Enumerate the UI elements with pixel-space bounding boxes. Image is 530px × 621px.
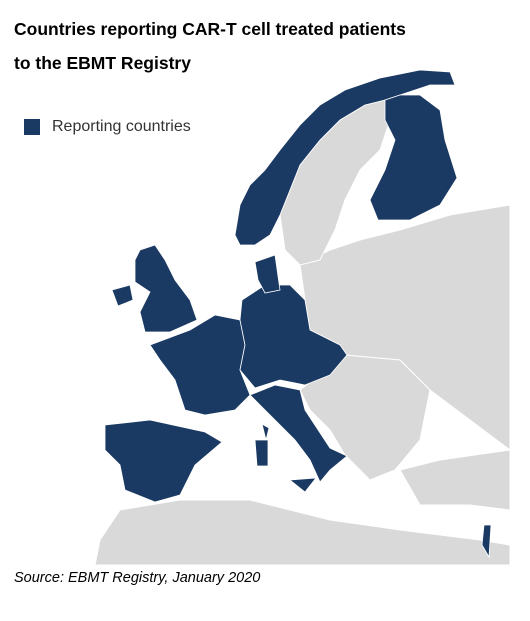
legend-label: Reporting countries [52, 118, 191, 135]
source: Source: EBMT Registry, January 2020 [14, 570, 261, 586]
land [399, 449, 511, 511]
italy [249, 384, 348, 483]
sardinia [254, 439, 269, 467]
legend-swatch [24, 119, 40, 135]
non-reporting-land [94, 99, 511, 566]
land [299, 354, 431, 481]
norway [234, 69, 456, 246]
title-line: to the EBMT Registry [14, 53, 191, 73]
reporting-countries [104, 69, 492, 559]
legend: Reporting countries [24, 118, 191, 136]
sicily [288, 477, 317, 493]
uk [134, 244, 198, 333]
iberia [104, 419, 223, 503]
title-line: Countries reporting CAR-T cell treated p… [14, 19, 406, 39]
israel [481, 524, 492, 559]
land [94, 499, 511, 566]
ireland [111, 284, 134, 307]
corsica [261, 423, 270, 441]
finland [369, 94, 458, 221]
denmark [254, 254, 281, 294]
title: Countries reporting CAR-T cell treated p… [14, 12, 406, 80]
